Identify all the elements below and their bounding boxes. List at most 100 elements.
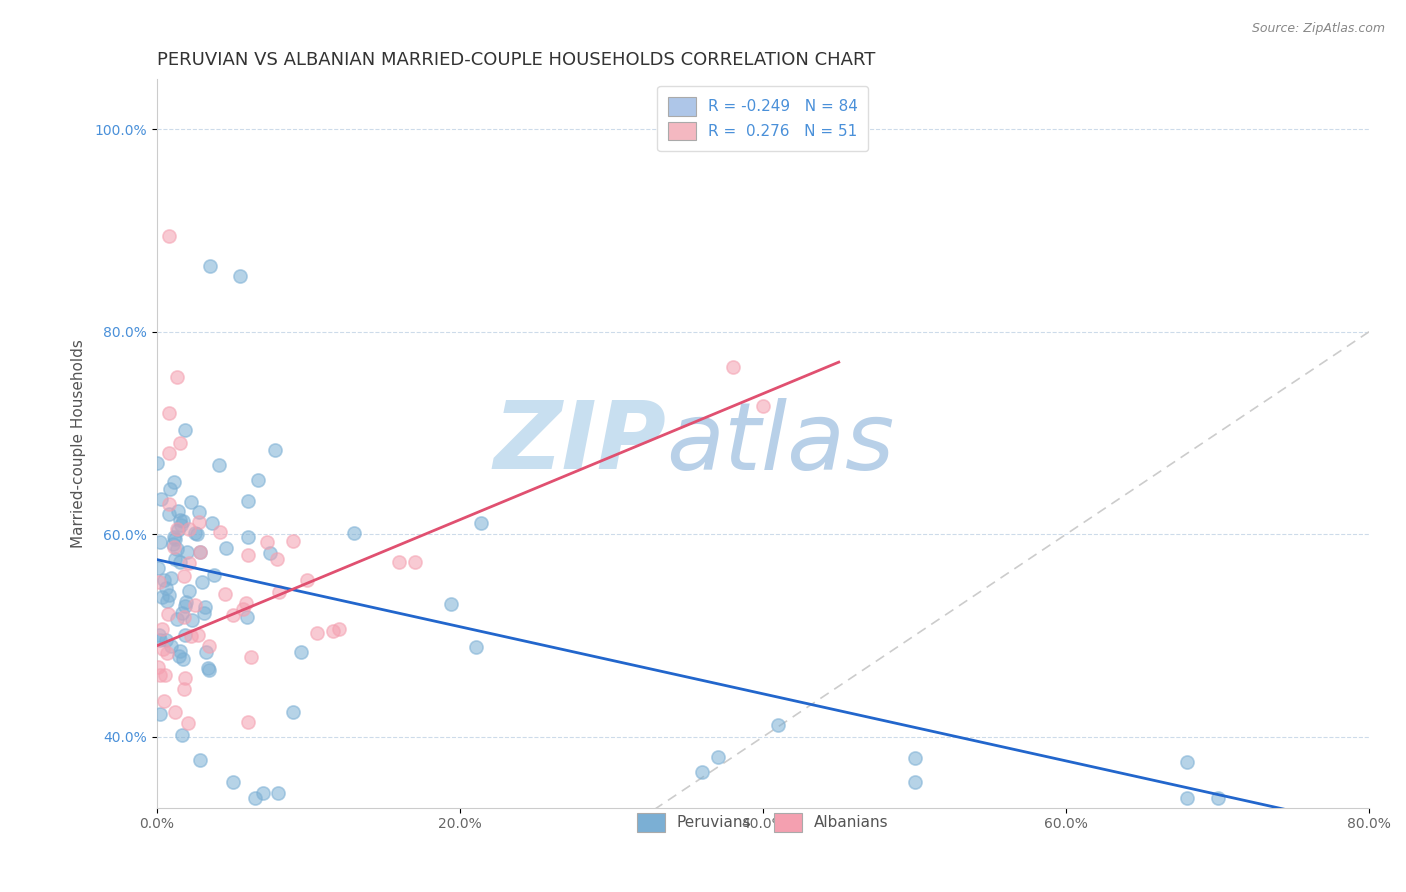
Text: PERUVIAN VS ALBANIAN MARRIED-COUPLE HOUSEHOLDS CORRELATION CHART: PERUVIAN VS ALBANIAN MARRIED-COUPLE HOUS… (157, 51, 876, 69)
Point (190, 545, 212, 559)
Point (240, 650, 263, 665)
Point (183, 598, 205, 612)
Point (247, 473, 270, 487)
Point (146, 457, 169, 471)
Point (146, 561, 169, 575)
Point (232, 602, 254, 616)
Point (150, 590, 173, 604)
Point (903, 775, 925, 789)
Point (692, 765, 714, 780)
Point (152, 641, 174, 656)
Point (170, 517, 193, 532)
Point (156, 646, 179, 660)
Point (187, 506, 209, 520)
Point (186, 527, 208, 541)
Point (236, 493, 259, 508)
Point (198, 663, 221, 677)
Point (166, 370, 188, 384)
Point (215, 541, 238, 555)
Point (174, 628, 197, 642)
Text: atlas: atlas (666, 398, 894, 489)
Text: ZIP: ZIP (494, 397, 666, 489)
Point (167, 649, 190, 664)
Point (752, 400, 775, 414)
Point (162, 537, 184, 551)
Point (174, 423, 197, 437)
Point (148, 575, 170, 590)
Point (179, 522, 201, 536)
Point (148, 628, 170, 642)
Point (388, 555, 411, 569)
Point (166, 541, 188, 556)
Point (157, 508, 180, 522)
Point (208, 524, 231, 539)
Point (173, 569, 195, 583)
Point (236, 714, 259, 729)
Point (149, 706, 172, 721)
Point (281, 533, 304, 548)
Point (167, 523, 190, 537)
Point (184, 526, 207, 541)
Point (169, 555, 191, 569)
Point (1175, 755, 1198, 769)
Point (159, 482, 181, 496)
Point (165, 705, 187, 719)
Point (149, 633, 172, 648)
Point (721, 360, 744, 375)
Point (214, 587, 236, 601)
Y-axis label: Married-couple Households: Married-couple Households (72, 339, 86, 548)
Point (263, 443, 285, 458)
Point (160, 640, 183, 654)
Point (903, 751, 925, 765)
Point (157, 446, 180, 460)
Point (201, 516, 224, 530)
Point (465, 640, 488, 654)
Point (193, 607, 215, 621)
Point (290, 645, 312, 659)
Point (166, 612, 188, 626)
Point (149, 668, 172, 682)
Point (322, 624, 344, 639)
Point (198, 259, 221, 273)
Point (229, 268, 252, 283)
Point (188, 753, 211, 767)
Point (188, 516, 211, 530)
Point (191, 575, 214, 590)
Point (170, 606, 193, 620)
Point (148, 535, 170, 549)
Point (174, 599, 197, 613)
Point (157, 607, 180, 621)
Point (157, 228, 180, 243)
Point (236, 530, 259, 544)
Point (197, 661, 219, 675)
Point (706, 750, 728, 764)
Point (235, 596, 257, 610)
Point (176, 545, 198, 559)
Point (177, 557, 200, 571)
Point (172, 728, 194, 742)
Point (269, 585, 291, 599)
Point (150, 622, 173, 636)
Point (180, 494, 202, 508)
Point (166, 522, 188, 536)
Text: Source: ZipAtlas.com: Source: ZipAtlas.com (1251, 22, 1385, 36)
Legend: Peruvians, Albanians: Peruvians, Albanians (626, 801, 901, 844)
Point (163, 552, 186, 566)
Point (207, 458, 229, 472)
Point (188, 544, 211, 558)
Point (174, 671, 197, 685)
Point (266, 552, 288, 566)
Point (236, 548, 259, 562)
Point (194, 599, 217, 614)
Point (179, 584, 201, 599)
Point (172, 652, 194, 666)
Point (173, 609, 195, 624)
Point (176, 716, 198, 731)
Point (173, 682, 195, 697)
Point (157, 588, 180, 602)
Point (155, 632, 177, 647)
Point (194, 645, 217, 659)
Point (187, 628, 209, 642)
Point (166, 503, 188, 517)
Point (202, 568, 225, 582)
